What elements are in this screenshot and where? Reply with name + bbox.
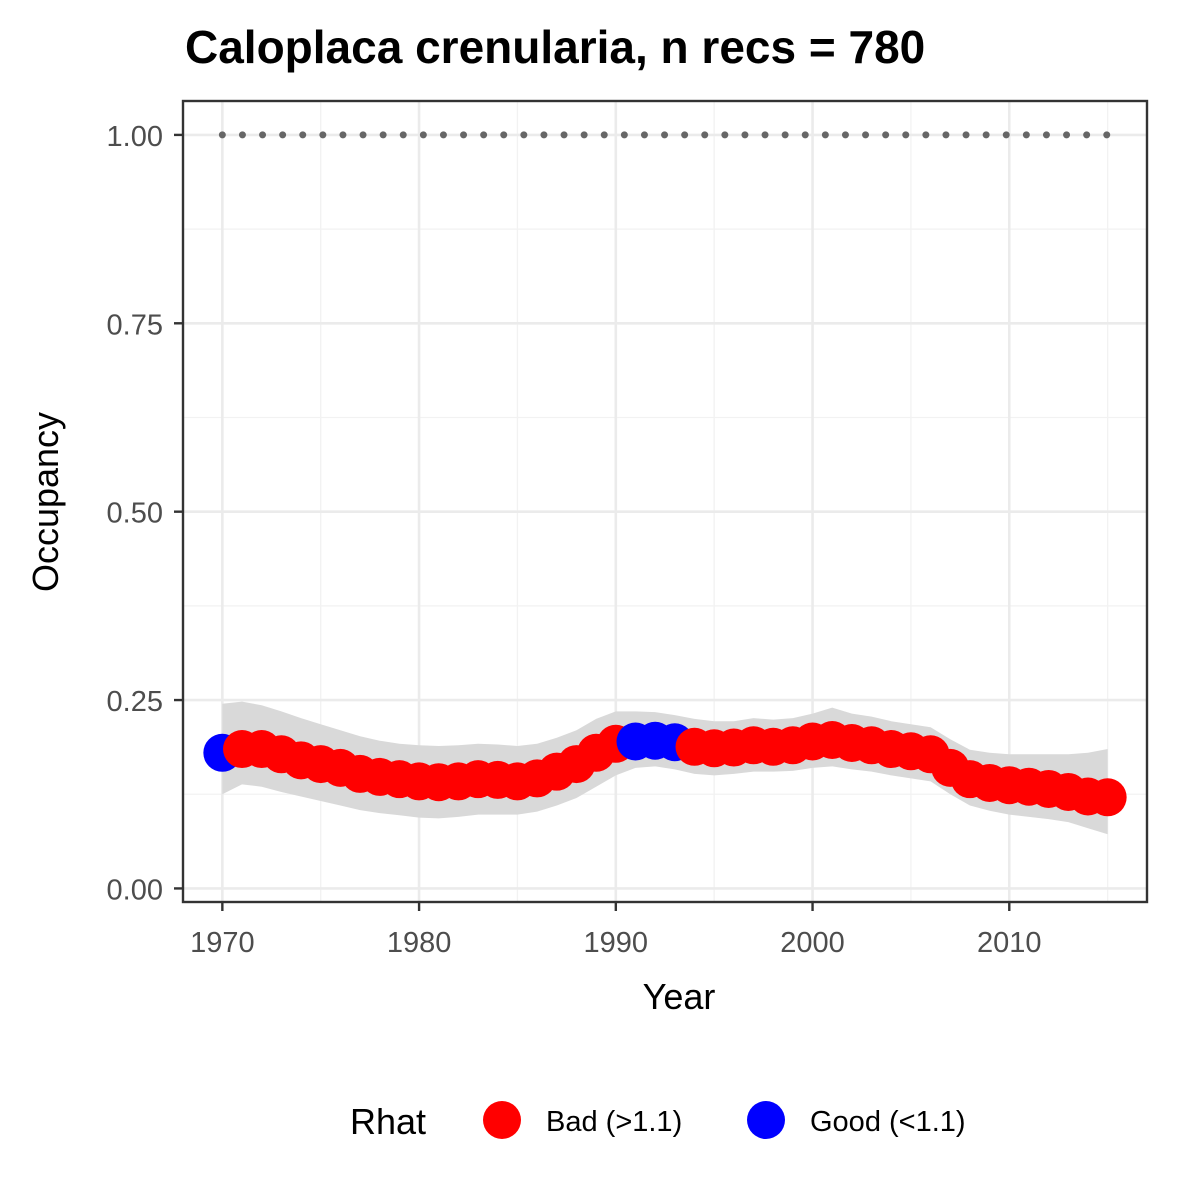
data-points [203,720,1127,817]
x-tick-label: 1990 [584,927,649,959]
legend-key-good [747,1101,785,1139]
legend-label-good: Good (<1.1) [810,1106,966,1138]
x-axis-title: Year [643,976,716,1017]
y-tick-label: 0.25 [107,686,163,718]
axes: 1970 1980 1990 2000 2010 0.00 0.25 0.50 0.75 1.00 [107,99,1149,959]
y-tick-label: 0.75 [107,309,163,341]
legend-key-bad [483,1101,521,1139]
chart-title: Caloplaca crenularia, n recs = 780 [185,21,925,73]
x-tick-label: 2010 [977,927,1042,959]
data-point-bad [1088,778,1127,817]
x-tick-label: 1980 [387,927,452,959]
x-tick-label: 2000 [780,927,845,959]
x-tick-label: 1970 [190,927,255,959]
panel-border [181,99,1149,904]
legend: Rhat Bad (>1.1) Good (<1.1) [350,1101,966,1142]
y-tick-label: 1.00 [107,121,163,153]
y-axis-title: Occupancy [25,412,66,592]
legend-title: Rhat [350,1101,426,1142]
y-tick-label: 0.00 [107,874,163,906]
legend-label-bad: Bad (>1.1) [546,1106,682,1138]
y-tick-label: 0.50 [107,498,163,530]
